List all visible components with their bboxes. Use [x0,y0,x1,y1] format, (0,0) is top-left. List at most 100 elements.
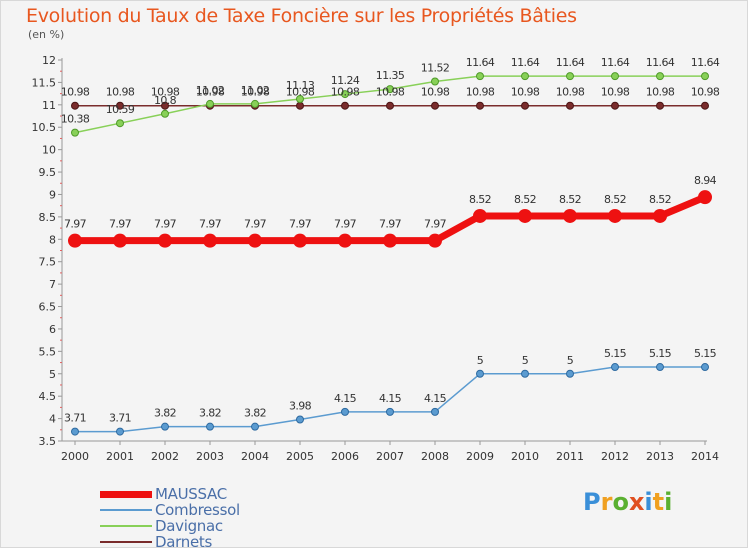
data-point-maussac [113,233,127,248]
data-label-davignac: 11.64 [601,56,630,69]
y-tick-label: 4 [49,413,56,426]
data-point-darnets [611,101,619,110]
data-point-darnets [701,101,709,110]
data-label-maussac: 8.52 [559,193,581,206]
data-point-combressol [296,415,304,424]
data-label-maussac: 8.52 [649,193,671,206]
data-label-davignac: 11.24 [331,74,360,87]
y-tick-label: 12 [42,54,56,67]
data-point-combressol [71,427,79,436]
data-point-maussac [653,208,667,223]
data-point-combressol [566,369,574,378]
data-point-darnets [476,101,484,110]
data-label-davignac: 11.02 [196,84,225,97]
legend-label-darnets: Darnets [155,533,212,551]
data-label-darnets: 10.98 [601,86,630,99]
data-label-maussac: 7.97 [334,218,357,231]
data-point-maussac [473,208,487,223]
data-label-davignac: 10.8 [154,94,177,107]
data-label-combressol: 5.15 [649,347,672,360]
x-tick-label: 2013 [646,450,674,463]
data-point-combressol [251,422,259,431]
data-label-darnets: 10.98 [511,86,540,99]
logo-letter: x [628,488,645,516]
data-label-darnets: 10.98 [691,86,720,99]
data-point-combressol [656,363,664,372]
logo-letter: o [612,488,629,516]
data-label-maussac: 7.97 [289,218,312,231]
y-tick-label: 7.5 [39,256,57,269]
data-label-combressol: 4.15 [424,392,447,405]
legend-swatch-combressol [100,509,152,511]
data-point-maussac [158,233,172,248]
data-label-combressol: 3.71 [109,412,131,425]
data-label-maussac: 7.97 [424,218,447,231]
x-tick-label: 2002 [151,450,179,463]
legend-swatch-davignac [100,525,152,527]
data-label-maussac: 7.97 [154,218,177,231]
data-label-darnets: 10.98 [241,86,270,99]
data-label-davignac: 11.64 [556,56,585,69]
data-point-combressol [206,422,214,431]
data-point-combressol [431,407,439,416]
data-label-maussac: 8.52 [514,193,536,206]
data-label-darnets: 10.98 [61,86,90,99]
data-point-davignac [116,119,124,128]
data-label-maussac: 8.52 [604,193,626,206]
data-point-maussac [518,208,532,223]
y-tick-label: 10 [42,144,56,157]
legend-swatch-maussac [100,491,152,498]
y-tick-label: 8 [49,233,56,246]
data-label-darnets: 10.98 [421,86,450,99]
y-tick-label: 10.5 [32,121,57,134]
data-label-davignac: 11.64 [646,56,675,69]
y-tick-label: 3.5 [39,435,57,448]
data-label-combressol: 3.82 [154,407,176,420]
chart-title: Evolution du Taux de Taxe Foncière sur l… [26,5,577,27]
x-tick-label: 2010 [511,450,539,463]
data-label-maussac: 7.97 [109,218,132,231]
data-point-davignac [341,90,349,99]
y-tick-label: 5 [49,368,56,381]
data-label-combressol: 3.71 [64,412,86,425]
y-tick-label: 7 [49,278,56,291]
data-point-combressol [476,369,484,378]
x-tick-label: 2009 [466,450,494,463]
data-point-combressol [341,407,349,416]
data-point-maussac [698,190,712,205]
data-point-davignac [701,72,709,81]
data-point-darnets [521,101,529,110]
data-point-maussac [203,233,217,248]
y-tick-label: 9.5 [39,166,57,179]
legend-label-combressol: Combressol [155,501,240,519]
data-point-maussac [563,208,577,223]
data-point-combressol [521,369,529,378]
legend-label-davignac: Davignac [155,517,223,535]
data-point-davignac [71,128,79,137]
data-label-davignac: 11.02 [241,84,270,97]
x-tick-label: 2003 [196,450,224,463]
data-point-combressol [161,422,169,431]
data-label-darnets: 10.98 [556,86,585,99]
data-point-darnets [116,101,124,110]
data-label-darnets: 10.98 [646,86,675,99]
data-label-maussac: 8.52 [469,193,491,206]
data-point-darnets [71,101,79,110]
x-tick-label: 2006 [331,450,359,463]
data-point-darnets [341,101,349,110]
data-label-davignac: 10.38 [61,113,90,126]
data-label-combressol: 5 [522,354,529,367]
data-point-davignac [521,72,529,81]
x-tick-label: 2008 [421,450,449,463]
data-point-davignac [566,72,574,81]
logo-letter: P [583,488,601,516]
data-label-davignac: 10.59 [106,103,135,116]
data-label-maussac: 7.97 [244,218,267,231]
data-label-maussac: 8.94 [694,174,717,187]
data-point-combressol [116,427,124,436]
data-point-davignac [656,72,664,81]
data-label-maussac: 7.97 [379,218,402,231]
data-point-darnets [566,101,574,110]
data-label-davignac: 11.64 [466,56,495,69]
data-label-combressol: 5 [477,354,484,367]
